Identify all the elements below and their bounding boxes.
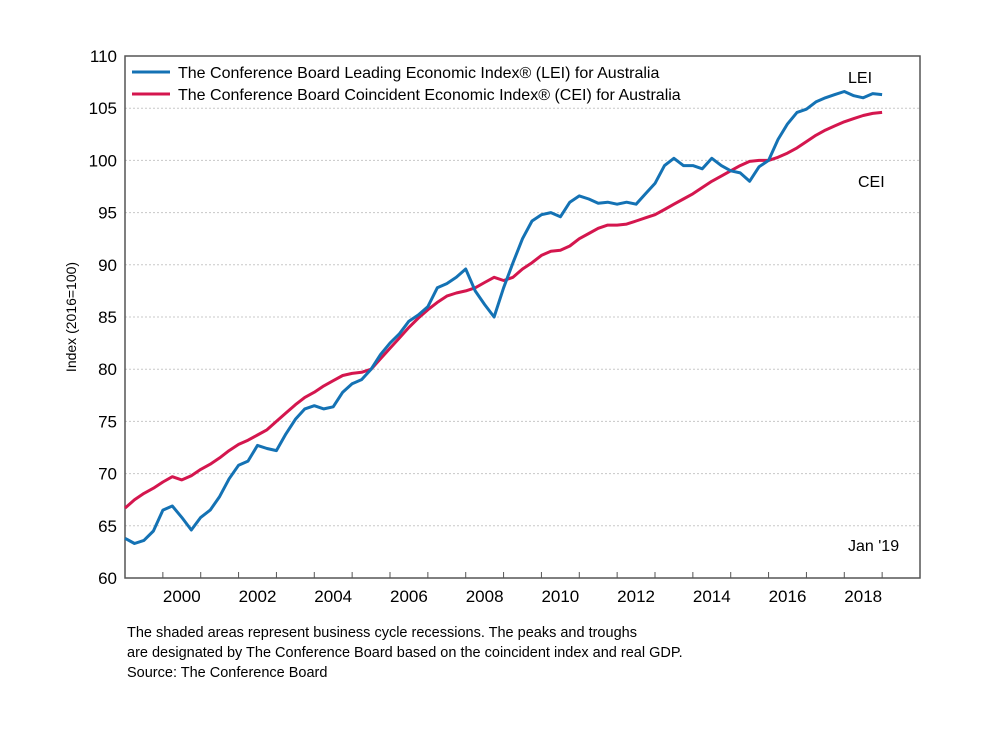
gridlines — [125, 107, 920, 527]
x-tick-label: 2016 — [769, 587, 807, 606]
series-line-cei — [124, 110, 883, 510]
annotation-date: Jan '19 — [848, 538, 899, 555]
footnote-line-2: are designated by The Conference Board b… — [127, 645, 683, 661]
plot-frame — [124, 55, 921, 579]
y-tick-label: 80 — [98, 360, 117, 379]
x-tick-label: 2002 — [239, 587, 277, 606]
y-axis-label: Index (2016=100) — [63, 262, 79, 372]
x-tick-label: 2004 — [314, 587, 352, 606]
y-tick-label: 75 — [98, 412, 117, 431]
series-lines — [124, 90, 883, 545]
footnote-line-1: The shaded areas represent business cycl… — [127, 625, 637, 641]
x-tick-label: 2006 — [390, 587, 428, 606]
y-tick-label: 95 — [98, 204, 117, 223]
x-tick-label: 2000 — [163, 587, 201, 606]
y-tick-label: 110 — [90, 47, 117, 66]
x-tick-label: 2014 — [693, 587, 731, 606]
x-tick-label: 2008 — [466, 587, 504, 606]
legend-label-cei: The Conference Board Coincident Economic… — [178, 87, 681, 104]
annotation-lei: LEI — [848, 70, 872, 87]
annotation-cei: CEI — [858, 174, 885, 191]
x-tick-label: 2018 — [844, 587, 882, 606]
y-tick-label: 105 — [89, 99, 117, 118]
y-tick-label: 85 — [98, 308, 117, 327]
y-tick-label: 90 — [98, 256, 117, 275]
series-line-lei — [124, 90, 883, 545]
legend-label-lei: The Conference Board Leading Economic In… — [178, 65, 659, 82]
y-tick-label: 70 — [98, 465, 117, 484]
y-tick-label: 100 — [89, 151, 117, 170]
legend: The Conference Board Leading Economic In… — [132, 65, 681, 104]
y-axis: 60 65 70 75 80 85 90 95 100 105 110 — [89, 47, 117, 588]
footnote-source: Source: The Conference Board — [127, 665, 328, 681]
x-axis: 2000 2002 2004 2006 2008 2010 2012 2014 2016 2018 — [162, 572, 883, 606]
y-tick-label: 65 — [98, 517, 117, 536]
x-tick-label: 2010 — [541, 587, 579, 606]
x-tick-label: 2012 — [617, 587, 655, 606]
y-tick-label: 60 — [98, 569, 117, 588]
